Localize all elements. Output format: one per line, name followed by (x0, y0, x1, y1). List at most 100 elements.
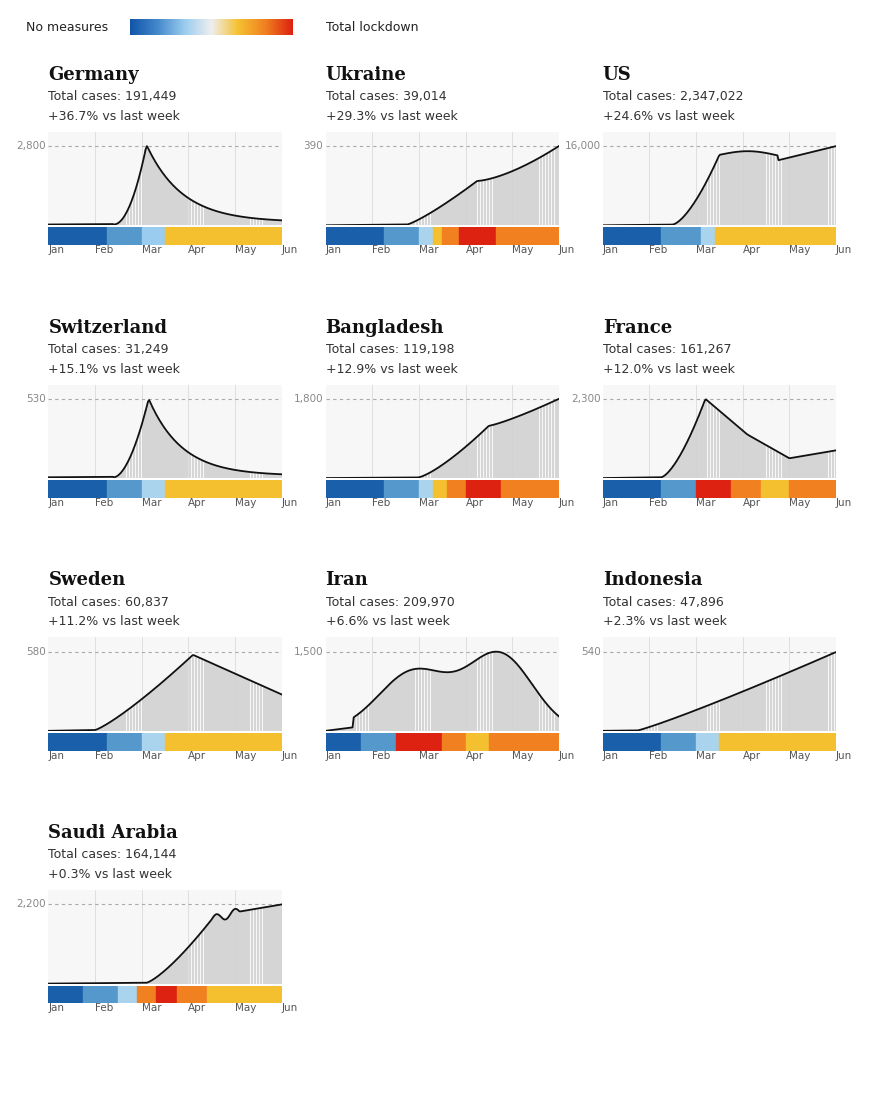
Bar (642, 729, 645, 731)
Bar (148, 149, 150, 225)
Text: Jan: Jan (603, 498, 619, 508)
Bar (773, 678, 775, 731)
Text: 16,000: 16,000 (564, 141, 600, 152)
Bar (764, 682, 766, 731)
Bar (180, 192, 182, 225)
Bar (543, 701, 546, 731)
Bar (422, 476, 424, 478)
Bar (454, 671, 457, 731)
Bar (746, 689, 749, 731)
Bar (392, 680, 395, 731)
Bar (525, 676, 528, 731)
Bar (127, 209, 129, 225)
Bar (233, 215, 236, 225)
Text: Feb: Feb (649, 245, 668, 255)
Bar (410, 669, 413, 731)
Text: 540: 540 (581, 646, 600, 657)
Text: +12.0% vs last week: +12.0% vs last week (603, 363, 735, 376)
Bar (534, 410, 537, 478)
Bar (207, 208, 209, 225)
Bar (224, 468, 227, 478)
Bar (557, 399, 561, 478)
Bar (436, 468, 439, 478)
Bar (413, 222, 415, 225)
Bar (714, 165, 716, 225)
Bar (790, 671, 793, 731)
Text: +11.2% vs last week: +11.2% vs last week (48, 615, 180, 629)
Bar (142, 698, 144, 731)
Bar (183, 663, 186, 731)
Bar (227, 917, 230, 984)
Bar (814, 152, 817, 225)
Bar (823, 149, 825, 225)
Text: Mar: Mar (142, 751, 161, 761)
Bar (142, 227, 165, 245)
Bar (510, 419, 513, 478)
Bar (94, 224, 97, 225)
Text: +15.1% vs last week: +15.1% vs last week (48, 363, 180, 376)
Bar (242, 217, 245, 225)
Bar (495, 424, 498, 478)
Bar (248, 218, 251, 225)
Bar (398, 676, 400, 731)
Bar (115, 477, 118, 478)
Bar (165, 678, 168, 731)
Bar (171, 185, 173, 225)
Bar (443, 673, 445, 731)
Text: Saudi Arabia: Saudi Arabia (48, 824, 178, 842)
Bar (425, 669, 428, 731)
Bar (513, 170, 516, 225)
Bar (537, 408, 539, 478)
Bar (216, 914, 218, 984)
Bar (275, 906, 277, 984)
Text: 1,500: 1,500 (294, 646, 323, 657)
Bar (159, 422, 162, 478)
Bar (752, 437, 755, 478)
Bar (693, 426, 696, 478)
Bar (517, 665, 519, 731)
Bar (260, 908, 262, 984)
Bar (655, 724, 657, 731)
Bar (652, 725, 655, 731)
Bar (239, 470, 242, 478)
Bar (257, 219, 260, 225)
Bar (528, 680, 531, 731)
Bar (803, 154, 805, 225)
Bar (127, 710, 129, 731)
Bar (242, 677, 245, 731)
Bar (834, 652, 838, 731)
Bar (356, 714, 359, 731)
Bar (534, 689, 537, 731)
Bar (242, 471, 245, 478)
Bar (803, 456, 805, 478)
Text: May: May (235, 498, 256, 508)
Bar (522, 414, 524, 478)
Bar (218, 667, 221, 731)
Bar (472, 441, 474, 478)
Bar (487, 654, 489, 731)
Bar (657, 724, 660, 731)
Text: Feb: Feb (95, 751, 114, 761)
Bar (501, 480, 559, 498)
Bar (389, 684, 392, 731)
Bar (537, 158, 539, 225)
Bar (280, 220, 283, 225)
Bar (784, 456, 787, 478)
Bar (430, 670, 433, 731)
Bar (448, 201, 451, 225)
Bar (715, 227, 836, 245)
Bar (510, 171, 513, 225)
Bar (248, 910, 251, 984)
Bar (463, 190, 466, 225)
Text: Mar: Mar (419, 245, 438, 255)
Bar (115, 718, 118, 731)
Bar (251, 681, 253, 731)
Text: Total cases: 209,970: Total cases: 209,970 (326, 596, 454, 609)
Bar (457, 195, 459, 225)
Bar (770, 448, 773, 478)
Bar (203, 207, 206, 225)
Bar (475, 660, 478, 731)
Bar (148, 401, 150, 478)
Text: Apr: Apr (188, 245, 207, 255)
Text: Jan: Jan (326, 245, 341, 255)
